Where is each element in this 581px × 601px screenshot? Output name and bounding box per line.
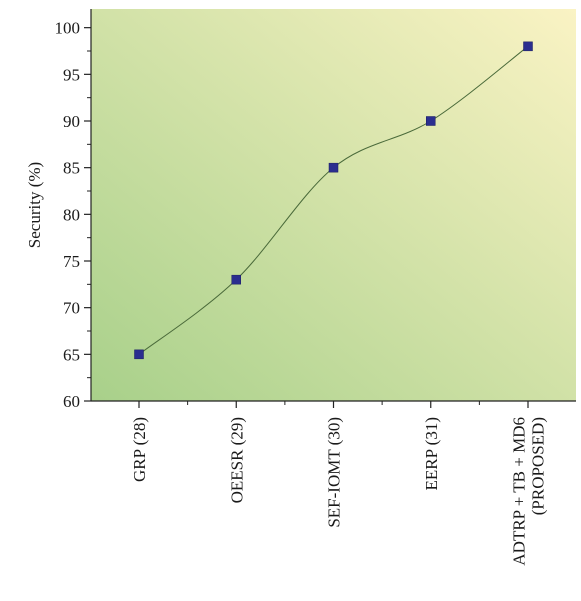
x-tick-label: GRP (28) [130,417,149,482]
x-tick-label-line: SEF-IOMT (30) [325,417,344,528]
x-tick-label: ADTRP + TB + MD6 (PROPOSED) [510,417,548,566]
y-tick-label: 60 [63,392,80,411]
y-tick-label: 95 [63,65,80,84]
y-tick-label: 100 [55,19,81,38]
y-tick-label: 90 [63,112,80,131]
x-tick-label-line: ADTRP + TB + MD6 [510,417,529,566]
y-tick-label: 85 [63,159,80,178]
data-point-marker [523,41,533,52]
data-point-marker [426,116,436,126]
data-point-marker [134,349,144,360]
x-tick-label-line: (PROPOSED) [529,417,548,515]
plot-area-background [91,9,576,401]
series-markers [134,41,533,360]
x-tick-label: EERP (31) [422,417,441,491]
y-tick-label: 80 [63,205,80,224]
data-point-marker [231,274,241,285]
y-tick-label: 65 [63,345,80,364]
y-axis-label: Security (%) [25,162,44,248]
y-tick-label: 75 [63,252,80,271]
y-axis: 60 65 70 75 80 85 90 95 100 [55,9,92,411]
x-tick-label: OEESR (29) [227,417,246,503]
x-tick-label-line: OEESR (29) [227,417,246,503]
x-axis: GRP (28) OEESR (29) SEF-IOMT (30) EERP (31)… [91,400,576,566]
x-tick-label: SEF-IOMT (30) [325,417,344,528]
x-tick-label-line: GRP (28) [130,417,149,482]
data-point-marker [328,162,339,173]
y-tick-label: 70 [63,299,80,318]
x-tick-label-line: EERP (31) [422,417,441,491]
